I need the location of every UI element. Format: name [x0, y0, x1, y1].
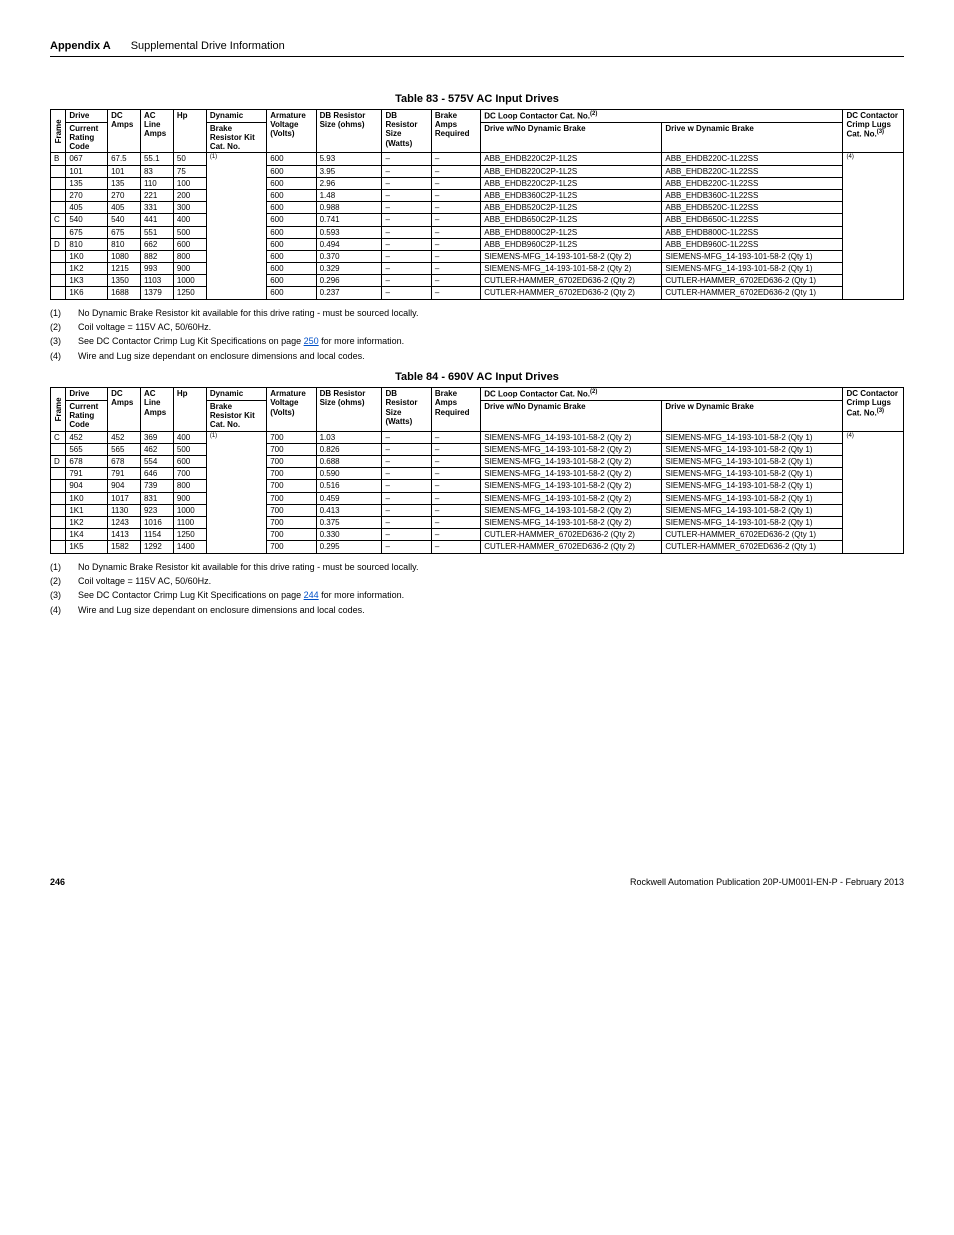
- footnotes-83: (1)No Dynamic Brake Resistor kit availab…: [50, 306, 904, 364]
- page-link[interactable]: 250: [304, 336, 319, 346]
- appendix-label: Appendix A: [50, 40, 111, 52]
- col-arm: Armature Voltage (Volts): [267, 110, 316, 153]
- col-wdyn: Drive w Dynamic Brake: [662, 401, 843, 432]
- publication-info: Rockwell Automation Publication 20P-UM00…: [630, 877, 904, 887]
- col-dc: DC Amps: [108, 388, 141, 431]
- footnote: See DC Contactor Crimp Lug Kit Specifica…: [78, 588, 404, 602]
- col-nodyn: Drive w/No Dynamic Brake: [481, 122, 662, 153]
- footnotes-84: (1)No Dynamic Brake Resistor kit availab…: [50, 560, 904, 618]
- table-row: 1K212159939006000.329––SIEMENS-MFG_14-19…: [51, 263, 904, 275]
- col-nodyn: Drive w/No Dynamic Brake: [481, 401, 662, 432]
- footnote: Coil voltage = 115V AC, 50/60Hz.: [78, 320, 211, 334]
- col-arm: Armature Voltage (Volts): [267, 388, 316, 431]
- table-row: D6786785546007000.688––SIEMENS-MFG_14-19…: [51, 456, 904, 468]
- col-current: Current Rating Code: [66, 401, 108, 432]
- table-row: 1351351101006002.96––ABB_EHDB220C2P-1L2S…: [51, 177, 904, 189]
- col-dyn: Brake Resistor Kit Cat. No.: [206, 401, 266, 432]
- table-84-title: Table 84 - 690V AC Input Drives: [50, 371, 904, 383]
- table-row: 1K21243101611007000.375––SIEMENS-MFG_14-…: [51, 516, 904, 528]
- footnote: No Dynamic Brake Resistor kit available …: [78, 306, 418, 320]
- col-frame: Frame: [51, 388, 66, 431]
- col-loop: DC Loop Contactor Cat. No.(2): [481, 388, 843, 401]
- col-drive: Drive: [66, 388, 108, 401]
- page-number: 246: [50, 877, 65, 887]
- footnote: No Dynamic Brake Resistor kit available …: [78, 560, 418, 574]
- table-row: B06767.555.150(1)6005.93––ABB_EHDB220C2P…: [51, 153, 904, 165]
- col-dccon: DC Contactor Crimp Lugs Cat. No.(3): [843, 110, 904, 153]
- table-row: 1K010178319007000.459––SIEMENS-MFG_14-19…: [51, 492, 904, 504]
- table-row: 1K61688137912506000.237––CUTLER-HAMMER_6…: [51, 287, 904, 299]
- table-row: C5405404414006000.741––ABB_EHDB650C2P-1L…: [51, 214, 904, 226]
- table-row: 9049047398007000.516––SIEMENS-MFG_14-193…: [51, 480, 904, 492]
- page-header: Appendix A Supplemental Drive Informatio…: [50, 40, 904, 52]
- table-83: Frame Drive DC Amps AC Line Amps Hp Dyna…: [50, 109, 904, 300]
- page-link[interactable]: 244: [304, 590, 319, 600]
- header-rule: [50, 56, 904, 57]
- col-dbr: DB Resistor Size (ohms): [316, 388, 382, 431]
- table-row: 1K51582129214007000.295––CUTLER-HAMMER_6…: [51, 541, 904, 553]
- col-dyn: Brake Resistor Kit Cat. No.: [206, 122, 266, 153]
- col-loop: DC Loop Contactor Cat. No.(2): [481, 110, 843, 123]
- table-row: 7917916467007000.590––SIEMENS-MFG_14-193…: [51, 468, 904, 480]
- table-row: 10110183756003.95––ABB_EHDB220C2P-1L2SAB…: [51, 165, 904, 177]
- col-brake: Brake Amps Required: [431, 388, 480, 431]
- col-current: Current Rating Code: [66, 122, 108, 153]
- table-row: 5655654625007000.826––SIEMENS-MFG_14-193…: [51, 443, 904, 455]
- col-db: DB Resistor Size (Watts): [382, 110, 431, 153]
- table-row: C452452369400(1)7001.03––SIEMENS-MFG_14-…: [51, 431, 904, 443]
- col-ac: AC Line Amps: [140, 388, 173, 431]
- col-hp: Hp: [173, 110, 206, 153]
- page-footer: 246 Rockwell Automation Publication 20P-…: [50, 877, 904, 887]
- col-drive: Drive: [66, 110, 108, 123]
- table-84: Frame Drive DC Amps AC Line Amps Hp Dyna…: [50, 387, 904, 553]
- table-83-title: Table 83 - 575V AC Input Drives: [50, 93, 904, 105]
- table-row: D8108106626006000.494––ABB_EHDB960C2P-1L…: [51, 238, 904, 250]
- col-dbr: DB Resistor Size (ohms): [316, 110, 382, 153]
- col-db: DB Resistor Size (Watts): [382, 388, 431, 431]
- table-row: 6756755515006000.593––ABB_EHDB800C2P-1L2…: [51, 226, 904, 238]
- table-row: 1K010808828006000.370––SIEMENS-MFG_14-19…: [51, 250, 904, 262]
- col-hp: Hp: [173, 388, 206, 431]
- col-ac: AC Line Amps: [140, 110, 173, 153]
- appendix-title: Supplemental Drive Information: [131, 40, 285, 52]
- table-row: 1K31350110310006000.296––CUTLER-HAMMER_6…: [51, 275, 904, 287]
- table-row: 4054053313006000.988––ABB_EHDB520C2P-1L2…: [51, 202, 904, 214]
- col-wdyn: Drive w Dynamic Brake: [662, 122, 843, 153]
- footnote: Wire and Lug size dependant on enclosure…: [78, 349, 365, 363]
- col-dynamic-top: Dynamic: [206, 388, 266, 401]
- table-row: 2702702212006001.48––ABB_EHDB360C2P-1L2S…: [51, 189, 904, 201]
- footnote: Coil voltage = 115V AC, 50/60Hz.: [78, 574, 211, 588]
- table-row: 1K41413115412507000.330––CUTLER-HAMMER_6…: [51, 529, 904, 541]
- col-dynamic-top: Dynamic: [206, 110, 266, 123]
- footnote: Wire and Lug size dependant on enclosure…: [78, 603, 365, 617]
- footnote: See DC Contactor Crimp Lug Kit Specifica…: [78, 334, 404, 348]
- col-dccon: DC Contactor Crimp Lugs Cat. No.(3): [843, 388, 904, 431]
- col-frame: Frame: [51, 110, 66, 153]
- table-row: 1K1113092310007000.413––SIEMENS-MFG_14-1…: [51, 504, 904, 516]
- col-dc: DC Amps: [108, 110, 141, 153]
- col-brake: Brake Amps Required: [431, 110, 480, 153]
